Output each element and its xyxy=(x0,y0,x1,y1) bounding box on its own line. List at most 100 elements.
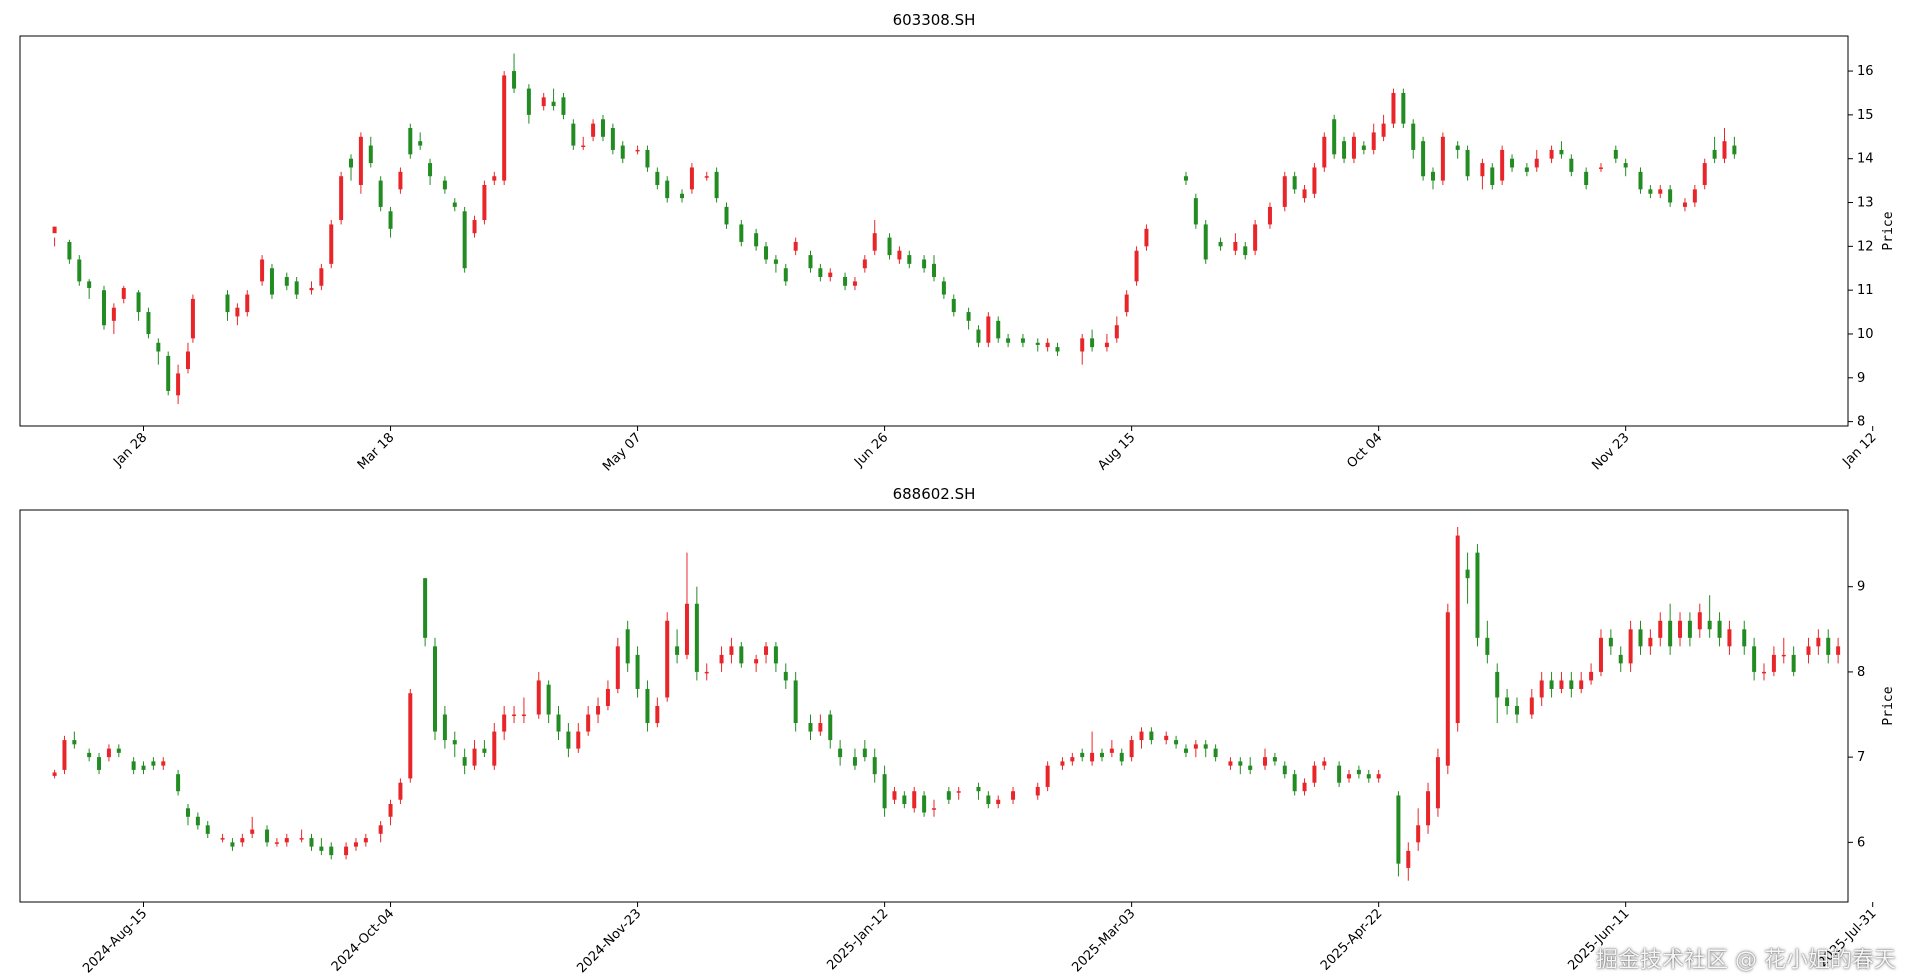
candle-body xyxy=(1183,176,1188,181)
candle-body xyxy=(581,145,586,148)
candle xyxy=(502,706,507,741)
candle-body xyxy=(1134,250,1139,282)
candle-body xyxy=(1623,163,1628,168)
candle-body xyxy=(1742,629,1747,647)
candle-body xyxy=(596,706,601,715)
candle xyxy=(1692,184,1697,207)
candle-body xyxy=(1371,132,1376,150)
candle-body xyxy=(131,761,136,770)
candle xyxy=(195,812,200,830)
candle-body xyxy=(561,97,566,115)
candle-body xyxy=(428,163,433,177)
candle-body xyxy=(1781,654,1786,657)
candle xyxy=(161,757,166,770)
candle xyxy=(872,220,877,256)
candle xyxy=(190,294,195,343)
y-tick-label: 11 xyxy=(1857,283,1874,298)
candle xyxy=(141,761,146,775)
candle xyxy=(1445,603,1450,775)
candle xyxy=(739,220,744,247)
candle xyxy=(398,167,403,194)
candle xyxy=(1356,765,1361,779)
candle-body xyxy=(1465,149,1470,177)
candle xyxy=(1475,544,1480,647)
candle xyxy=(1080,333,1085,365)
candle xyxy=(1421,136,1426,181)
candle-body xyxy=(101,290,106,326)
candle-body xyxy=(680,193,685,199)
candle-body xyxy=(1697,612,1702,630)
candle-body xyxy=(1347,774,1352,779)
candle xyxy=(828,710,833,749)
candle-body xyxy=(1440,136,1445,181)
candle-body xyxy=(704,671,709,674)
candle xyxy=(1129,735,1134,762)
candle-body xyxy=(111,307,116,321)
candle-body xyxy=(1435,757,1440,809)
candle-body xyxy=(77,259,82,282)
candle xyxy=(1648,629,1653,655)
candle-body xyxy=(433,646,438,732)
candle-body xyxy=(52,226,57,234)
candle-body xyxy=(245,294,250,313)
candle-body xyxy=(1717,620,1722,638)
candle xyxy=(1144,224,1149,251)
candle-body xyxy=(1658,189,1663,194)
candle-body xyxy=(645,688,650,724)
candle xyxy=(1193,740,1198,758)
candle xyxy=(309,281,314,295)
candle xyxy=(932,799,936,817)
candle-body xyxy=(1090,338,1095,348)
candle xyxy=(1514,697,1519,724)
candle xyxy=(808,250,813,273)
candle-body xyxy=(116,748,121,753)
candle xyxy=(1253,220,1258,256)
candle-body xyxy=(1124,294,1129,313)
candle-body xyxy=(388,211,393,229)
candle xyxy=(77,255,82,286)
candle-body xyxy=(675,646,680,655)
candle xyxy=(1687,612,1692,647)
candle xyxy=(442,706,447,749)
candle xyxy=(131,757,136,775)
candle xyxy=(408,123,413,159)
candle xyxy=(1455,141,1460,159)
candle xyxy=(793,671,798,732)
candle-body xyxy=(892,791,897,800)
candle xyxy=(235,303,240,326)
candle xyxy=(996,316,1001,343)
candle xyxy=(1361,141,1366,155)
candle-body xyxy=(951,298,956,313)
candle xyxy=(230,838,235,851)
candle xyxy=(1598,163,1603,172)
y-tick-label: 15 xyxy=(1857,108,1874,123)
candle xyxy=(843,272,848,291)
candle xyxy=(1589,663,1594,685)
candle xyxy=(536,671,541,719)
y-tick-label: 16 xyxy=(1857,64,1874,79)
candle xyxy=(1490,163,1495,190)
candle-body xyxy=(902,795,907,804)
candle-body xyxy=(141,765,146,770)
candle xyxy=(1762,663,1767,681)
candle xyxy=(541,92,546,111)
candle xyxy=(284,833,289,847)
candle xyxy=(764,241,769,264)
candle-body xyxy=(1080,752,1085,758)
candle-body xyxy=(472,220,477,234)
candle-body xyxy=(1376,774,1381,779)
candle-body xyxy=(1401,92,1406,124)
candle-body xyxy=(852,757,857,766)
candle xyxy=(265,825,270,847)
candle-body xyxy=(946,791,951,800)
candle xyxy=(571,119,576,150)
candle xyxy=(1806,637,1811,664)
candle-body xyxy=(872,233,877,251)
candle xyxy=(1347,769,1352,783)
candle-body xyxy=(1267,206,1272,225)
candle-body xyxy=(1366,774,1371,779)
watermark: 掘金技术社区 @ 花小姐的春天 xyxy=(1596,948,1896,973)
candle-body xyxy=(1569,680,1574,689)
candle xyxy=(862,740,867,762)
candle xyxy=(1371,123,1376,155)
